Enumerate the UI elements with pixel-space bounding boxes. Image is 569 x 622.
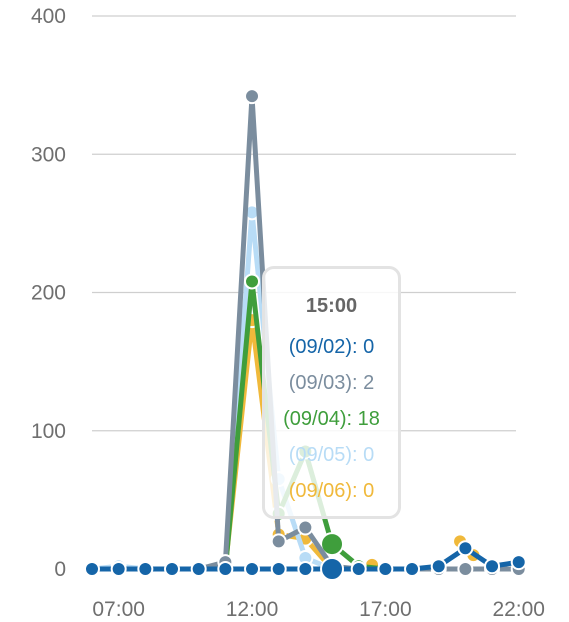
- data-point-0902-1600: [350, 561, 367, 577]
- data-point-0902-0600: [84, 561, 100, 577]
- data-point-0903-1400: [297, 519, 314, 536]
- data-point-0903-2000: [457, 561, 474, 577]
- data-point-0902-1700: [377, 561, 394, 577]
- data-point-0902-1200: [244, 561, 261, 577]
- tooltip-row-0904: (09/04): 18: [283, 408, 380, 430]
- y-tick-label-100: 100: [31, 420, 66, 443]
- data-point-0902-1300: [270, 561, 287, 577]
- data-point-0902-2000: [457, 540, 474, 557]
- data-point-0904-1200: [244, 273, 261, 290]
- x-tick-label-1700: 17:00: [359, 598, 412, 621]
- x-tick-label-0700: 07:00: [92, 598, 145, 621]
- data-point-0902-1500: [320, 557, 345, 581]
- tooltip-row-0906: (09/06): 0: [288, 480, 375, 502]
- data-point-0902-0900: [164, 561, 181, 577]
- data-point-0904-1500: [320, 532, 345, 557]
- y-tick-label-300: 300: [31, 143, 66, 166]
- x-tick-label-1200: 12:00: [226, 598, 279, 621]
- tooltip-title: 15:00: [305, 295, 358, 317]
- data-point-0902-1400: [297, 561, 314, 577]
- data-point-0902-1800: [404, 561, 421, 577]
- data-point-0902-0700: [110, 561, 127, 577]
- tooltip-row-0905: (09/05): 0: [288, 444, 375, 466]
- data-point-0902-0800: [137, 561, 154, 577]
- tooltip-row-0903: (09/03): 2: [288, 372, 375, 394]
- data-point-0902-2200: [510, 554, 527, 571]
- data-point-0903-1200: [244, 88, 261, 105]
- chart-tooltip: 15:00 (09/02): 0 (09/03): 2 (09/04): 18 …: [262, 266, 401, 519]
- data-point-0903-1300: [270, 533, 287, 550]
- data-point-0902-1000: [190, 561, 207, 577]
- y-tick-label-0: 0: [54, 558, 66, 581]
- y-tick-label-200: 200: [31, 282, 66, 305]
- data-point-0902-2100: [484, 558, 501, 575]
- x-tick-label-2200: 22:00: [492, 598, 545, 621]
- data-point-0902-1900: [430, 558, 447, 575]
- tooltip-row-0902: (09/02): 0: [288, 336, 375, 358]
- data-point-0902-1100: [217, 561, 234, 577]
- y-tick-label-400: 400: [31, 5, 66, 28]
